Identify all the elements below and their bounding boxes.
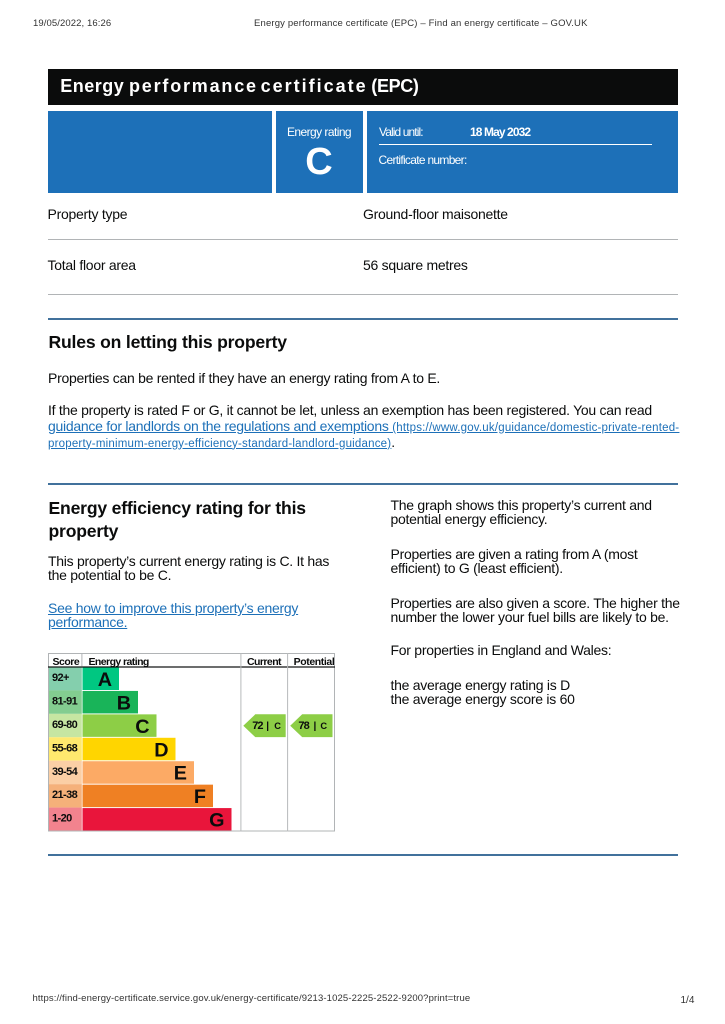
svg-text:78: 78 (298, 720, 309, 732)
svg-text:E: E (173, 762, 186, 784)
svg-text:55-68: 55-68 (52, 742, 78, 754)
svg-text:Score: Score (52, 656, 79, 668)
svg-text:G: G (209, 809, 224, 831)
svg-text:C: C (274, 721, 281, 731)
svg-text:A: A (97, 669, 111, 691)
svg-text:81-91: 81-91 (52, 695, 78, 707)
svg-text:21-38: 21-38 (52, 789, 78, 801)
svg-text:1-20: 1-20 (52, 812, 72, 824)
svg-text:B: B (116, 692, 130, 714)
svg-text:C: C (320, 721, 327, 731)
svg-text:39-54: 39-54 (52, 765, 79, 777)
svg-text:92+: 92+ (52, 672, 69, 684)
svg-text:D: D (154, 739, 168, 761)
svg-text:69-80: 69-80 (52, 718, 78, 730)
svg-text:Potential: Potential (293, 656, 334, 668)
svg-text:72: 72 (252, 720, 263, 732)
svg-text:F: F (193, 786, 205, 808)
svg-text:Energy rating: Energy rating (88, 656, 148, 668)
svg-text:|: | (313, 721, 316, 732)
svg-text:|: | (266, 721, 269, 732)
svg-text:C: C (135, 715, 149, 737)
svg-text:Current: Current (247, 656, 282, 668)
